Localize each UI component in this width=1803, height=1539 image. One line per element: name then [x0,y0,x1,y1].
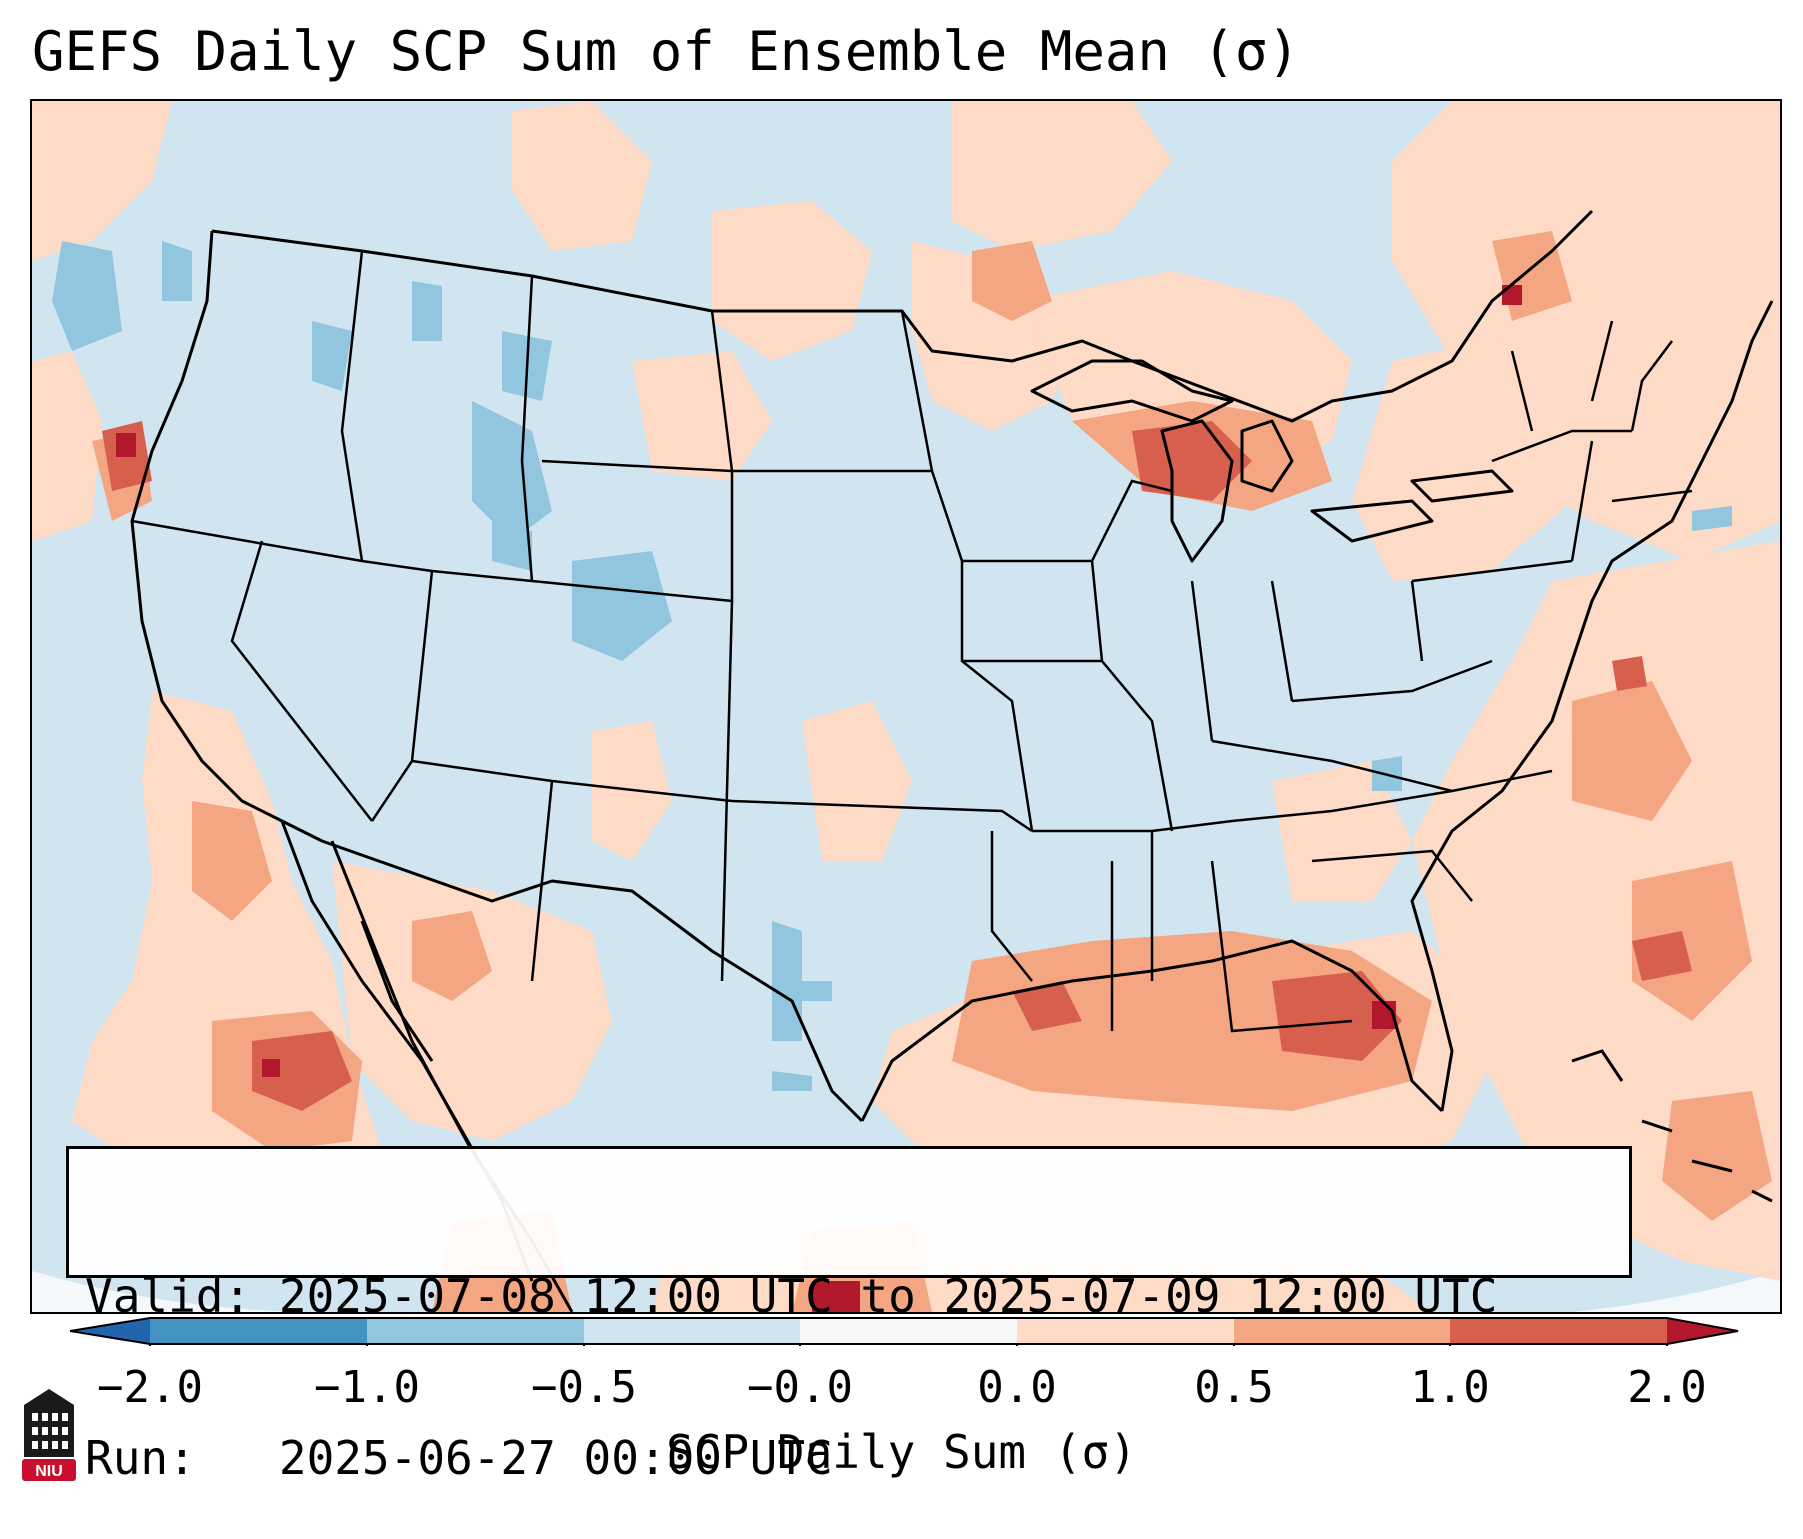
logo-windows [32,1413,68,1449]
colorbar-tick-label: −0.0 [747,1362,853,1413]
colorbar-segment-0-05 [1017,1318,1234,1344]
colorbar-extend-low [70,1318,150,1344]
chart-title: GEFS Daily SCP Sum of Ensemble Mean (σ) [32,20,1300,83]
valid-value: 2025-07-08 12:00 UTC to 2025-07-09 12:00… [278,1269,1498,1323]
colorbar-segment-zero [800,1318,1017,1344]
scp-field-pos-extreme [116,285,1522,1312]
logo-tower [24,1389,74,1457]
colorbar-ticks [149,1344,1668,1346]
colorbar-tick-label: −0.5 [531,1362,637,1413]
logo-text: NIU [35,1463,63,1480]
colorbar-tick-label: −2.0 [97,1362,203,1413]
logo-badge [22,1459,76,1481]
colorbar-segment-neg05-0 [584,1318,800,1344]
domain-edge [32,1271,292,1312]
colorbar-segment-1-2 [1450,1318,1667,1344]
domain-edge-right [1572,1271,1780,1312]
caribbean-islands [1571,1049,1773,1203]
map-panel[interactable] [30,99,1782,1314]
colorbar-tick-label: 2.0 [1627,1362,1707,1413]
colorbar-segment-neg2-neg1 [150,1318,367,1344]
run-row: Run: 2025-06-27 00:00 UTC [85,1431,1613,1485]
colorbar-segment-05-1 [1234,1318,1450,1344]
colorbar-tick-label: 0.0 [977,1362,1057,1413]
colorbar-segment-neg1-neg05 [367,1318,584,1344]
colorbar-tick-label: −1.0 [314,1362,420,1413]
colorbar-tick-label: 1.0 [1410,1362,1490,1413]
niu-logo-icon: NIU [22,1389,76,1481]
map-svg [32,101,1780,1312]
valid-row: Valid: 2025-07-08 12:00 UTC to 2025-07-0… [85,1269,1613,1323]
colorbar-label: SCP Daily Sum (σ) [666,1425,1137,1479]
valid-label: Valid: [85,1269,252,1323]
state-boundaries [131,250,1693,1033]
colorbar [70,1317,1739,1346]
colorbar-tick-label: 0.5 [1194,1362,1274,1413]
colorbar-extend-high [1667,1318,1738,1344]
valid-run-info-box: Valid: 2025-07-08 12:00 UTC to 2025-07-0… [66,1146,1632,1485]
scp-field-neg [52,241,1732,1091]
run-label: Run: [85,1431,196,1485]
run-value: 2025-06-27 00:00 UTC [278,1431,833,1485]
scp-field-pos-high [102,421,1692,1111]
